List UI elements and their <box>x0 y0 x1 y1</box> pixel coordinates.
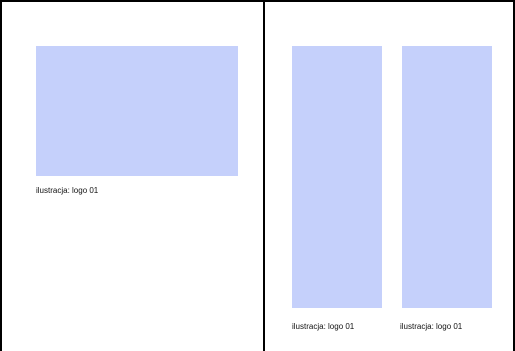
image-placeholder <box>402 46 492 308</box>
image-placeholder <box>292 46 382 308</box>
left-page: ilustracja: logo 01 <box>2 0 263 351</box>
figure-caption: ilustracja: logo 01 <box>36 186 99 195</box>
figure-caption: ilustracja: logo 01 <box>400 322 463 331</box>
figure-caption: ilustracja: logo 01 <box>292 322 355 331</box>
page-divider <box>263 0 265 351</box>
right-page: ilustracja: logo 01 ilustracja: logo 01 <box>265 0 513 351</box>
image-placeholder <box>36 46 238 176</box>
